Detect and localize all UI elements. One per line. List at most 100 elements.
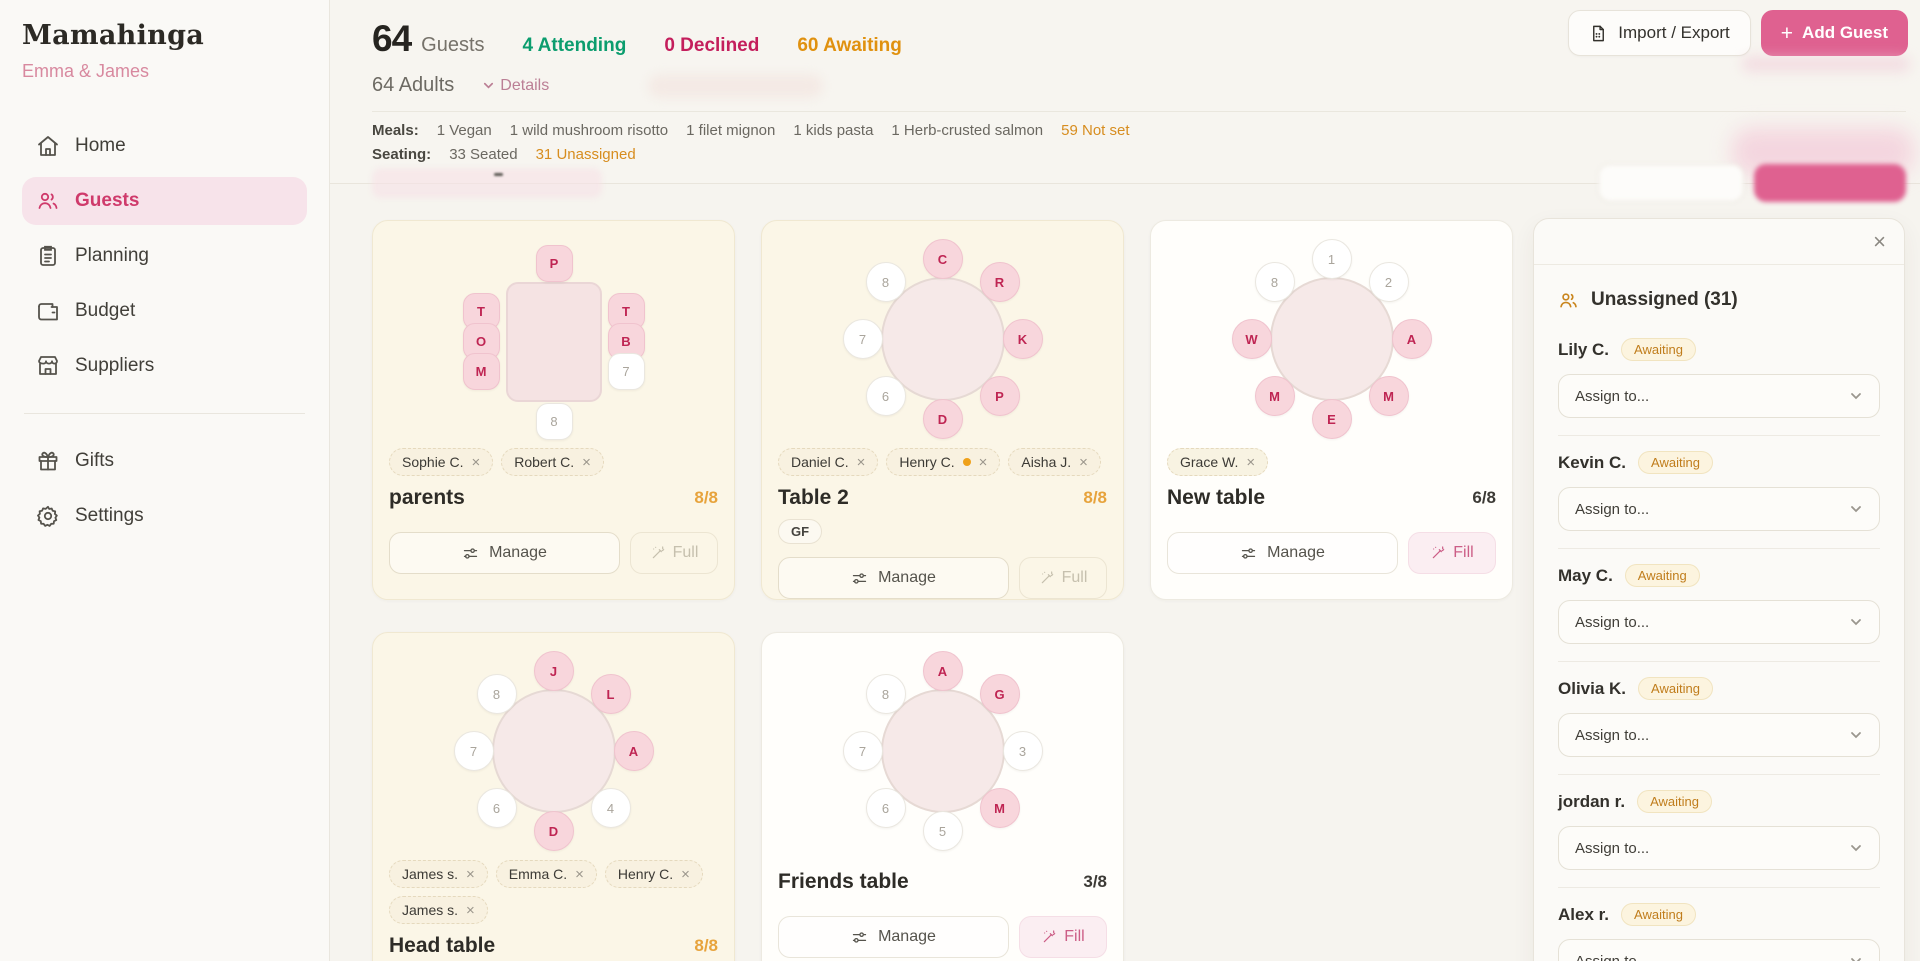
manage-table-button[interactable]: Manage <box>778 916 1009 958</box>
seat[interactable]: A <box>1391 319 1432 359</box>
seat-label: 8 <box>881 274 890 290</box>
assign-to-placeholder: Assign to... <box>1575 726 1650 744</box>
seat[interactable]: P <box>535 245 573 282</box>
couple-names: Emma & James <box>22 61 150 81</box>
remove-guest-icon[interactable]: × <box>681 865 690 883</box>
seat-label: 8 <box>1270 274 1279 290</box>
seat-label: A <box>937 663 948 679</box>
sidebar-item-budget[interactable]: Budget <box>22 287 307 335</box>
seat[interactable]: 7 <box>453 731 494 771</box>
seat-label: T <box>477 304 485 319</box>
guest-chip[interactable]: Emma C. × <box>495 860 597 888</box>
seat[interactable]: 8 <box>865 674 906 714</box>
seat[interactable]: 8 <box>865 262 906 302</box>
seat[interactable]: M <box>979 788 1020 828</box>
seat[interactable]: 6 <box>476 788 517 828</box>
seat[interactable]: 8 <box>535 403 573 440</box>
remove-guest-icon[interactable]: × <box>978 453 988 471</box>
seat[interactable]: 7 <box>842 731 883 771</box>
seat[interactable]: R <box>979 262 1020 302</box>
assign-to-select[interactable]: Assign to... <box>1558 826 1880 870</box>
seat[interactable]: 8 <box>476 674 517 714</box>
seat-label: G <box>994 686 1005 702</box>
guest-chip[interactable]: Aisha J. × <box>1008 448 1101 476</box>
guest-chip[interactable]: James s. × <box>389 896 488 924</box>
remove-guest-icon[interactable]: × <box>471 453 481 471</box>
guest-chip[interactable]: Robert C. × <box>501 448 604 476</box>
seat[interactable]: 4 <box>590 788 631 828</box>
sidebar-item-suppliers[interactable]: Suppliers <box>22 342 307 390</box>
fill-table-button[interactable]: Full <box>630 532 718 574</box>
seat[interactable]: C <box>922 239 963 279</box>
seat[interactable]: K <box>1002 319 1043 359</box>
close-icon[interactable]: × <box>1873 228 1886 254</box>
import-export-button[interactable]: Import / Export <box>1568 10 1751 56</box>
seat[interactable]: 8 <box>1254 262 1295 302</box>
assign-to-select[interactable]: Assign to... <box>1558 600 1880 644</box>
seat[interactable]: E <box>1311 399 1352 439</box>
remove-guest-icon[interactable]: × <box>466 901 475 919</box>
seat-label: R <box>994 274 1005 290</box>
guest-chip[interactable]: Grace W. × <box>1167 448 1269 476</box>
assign-to-select[interactable]: Assign to... <box>1558 374 1880 418</box>
seat-map: 1 2 A M E <box>1212 237 1452 442</box>
clipboard-icon <box>36 244 60 268</box>
fill-table-button[interactable]: Fill <box>1408 532 1496 574</box>
assign-to-select[interactable]: Assign to... <box>1558 939 1880 961</box>
chevron-down-icon <box>1851 958 1861 961</box>
guests-icon <box>36 189 60 213</box>
seat[interactable]: 5 <box>922 811 963 851</box>
seat[interactable]: A <box>922 651 963 691</box>
fill-table-button[interactable]: Full <box>1019 557 1107 599</box>
seat[interactable]: M <box>462 353 500 390</box>
sidebar-item-settings[interactable]: Settings <box>22 492 307 540</box>
seat[interactable]: 3 <box>1002 731 1043 771</box>
seat[interactable]: 7 <box>842 319 883 359</box>
remove-guest-icon[interactable]: × <box>466 865 475 883</box>
seat[interactable]: 1 <box>1311 239 1352 279</box>
seat[interactable]: 6 <box>865 788 906 828</box>
details-toggle[interactable]: Details <box>482 77 549 95</box>
manage-table-button[interactable]: Manage <box>778 557 1009 599</box>
guest-chip[interactable]: James s. × <box>389 860 488 888</box>
guest-chip[interactable]: Henry C. × <box>604 860 703 888</box>
manage-table-button[interactable]: Manage <box>1167 532 1398 574</box>
seat[interactable]: 7 <box>607 353 645 390</box>
remove-guest-icon[interactable]: × <box>856 453 866 471</box>
seat[interactable]: A <box>613 731 654 771</box>
remove-guest-icon[interactable]: × <box>575 865 584 883</box>
sidebar-item-home[interactable]: Home <box>22 122 307 170</box>
seat[interactable]: 2 <box>1368 262 1409 302</box>
table-name: parents <box>389 486 465 509</box>
seat[interactable]: W <box>1231 319 1272 359</box>
guest-chip[interactable]: Daniel C. × <box>778 448 879 476</box>
seat[interactable]: L <box>590 674 631 714</box>
fill-table-button[interactable]: Fill <box>1019 916 1107 958</box>
sidebar-item-gifts[interactable]: Gifts <box>22 437 307 485</box>
guest-chips: Daniel C. × Henry C. × Aisha J. × <box>778 448 1107 476</box>
sidebar-item-guests[interactable]: Guests <box>22 177 307 225</box>
remove-guest-icon[interactable]: × <box>582 453 591 471</box>
sliders-icon <box>463 547 478 559</box>
assign-to-select[interactable]: Assign to... <box>1558 487 1880 531</box>
assign-to-select[interactable]: Assign to... <box>1558 713 1880 757</box>
seat[interactable]: M <box>1254 376 1295 416</box>
seat-map: P T O M T <box>434 237 674 442</box>
manage-table-button[interactable]: Manage <box>389 532 620 574</box>
sidebar-item-planning[interactable]: Planning <box>22 232 307 280</box>
seat[interactable]: G <box>979 674 1020 714</box>
seat[interactable]: J <box>533 651 574 691</box>
guest-chip[interactable]: Henry C. × <box>886 448 1001 476</box>
guest-chip[interactable]: Sophie C. × <box>389 448 494 476</box>
seat-label: M <box>994 800 1005 816</box>
status-badge: Awaiting <box>1621 338 1696 361</box>
seat[interactable]: M <box>1368 376 1409 416</box>
add-guest-button[interactable]: + Add Guest <box>1760 10 1908 56</box>
seat[interactable]: 6 <box>865 376 906 416</box>
remove-guest-icon[interactable]: × <box>1079 453 1088 471</box>
seat[interactable]: P <box>979 376 1020 416</box>
seat[interactable]: D <box>533 811 574 851</box>
remove-guest-icon[interactable]: × <box>1246 453 1256 471</box>
seat[interactable]: D <box>922 399 963 439</box>
guest-name: Olivia K. <box>1558 678 1627 698</box>
